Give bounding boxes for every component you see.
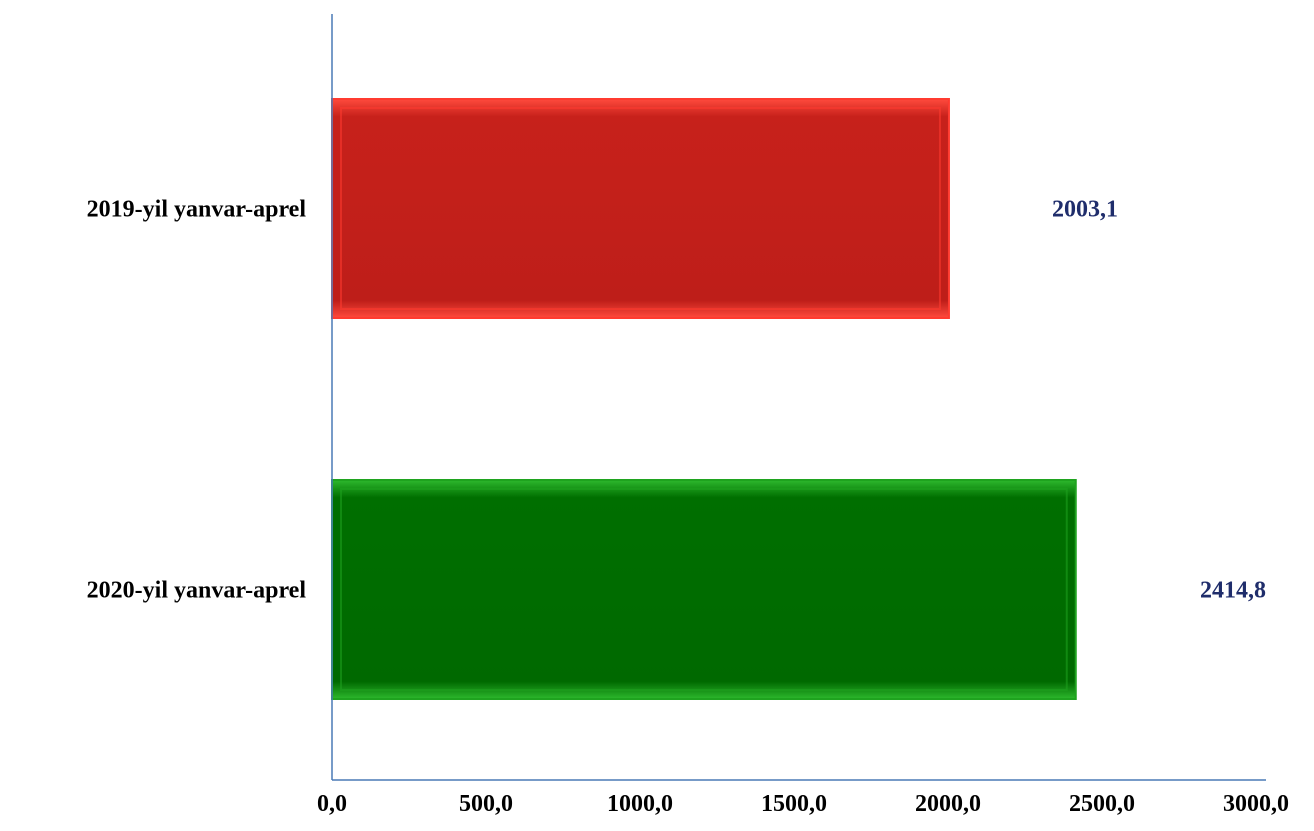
bar-rect [331,479,1077,700]
x-tick-label: 0,0 [317,791,347,817]
axes-layer [331,14,1266,781]
bar-bevel [340,488,1068,691]
bar-rect [331,98,950,319]
x-tick-label: 3000,0 [1223,791,1289,817]
data-label: 2003,1 [1052,197,1118,223]
category-labels-layer: 2019-yil yanvar-aprel 2020-yil yanvar-apr… [87,197,307,604]
bar-2020 [331,479,1077,700]
x-tick-label: 2000,0 [915,791,981,817]
x-tick-label: 1500,0 [761,791,827,817]
value-labels-layer: 2003,1 2414,8 [1052,197,1266,604]
bars-layer [331,98,1077,700]
category-label: 2020-yil yanvar-aprel [87,578,307,604]
x-tick-labels: 0,0 500,0 1000,0 1500,0 2000,0 2500,0 3000,0 [317,791,1289,817]
x-tick-label: 2500,0 [1069,791,1135,817]
bar-2019 [331,98,950,319]
x-tick-label: 500,0 [459,791,513,817]
x-tick-label: 1000,0 [607,791,673,817]
bar-bevel [340,107,941,310]
category-label: 2019-yil yanvar-aprel [87,197,307,223]
data-label: 2414,8 [1200,578,1266,604]
